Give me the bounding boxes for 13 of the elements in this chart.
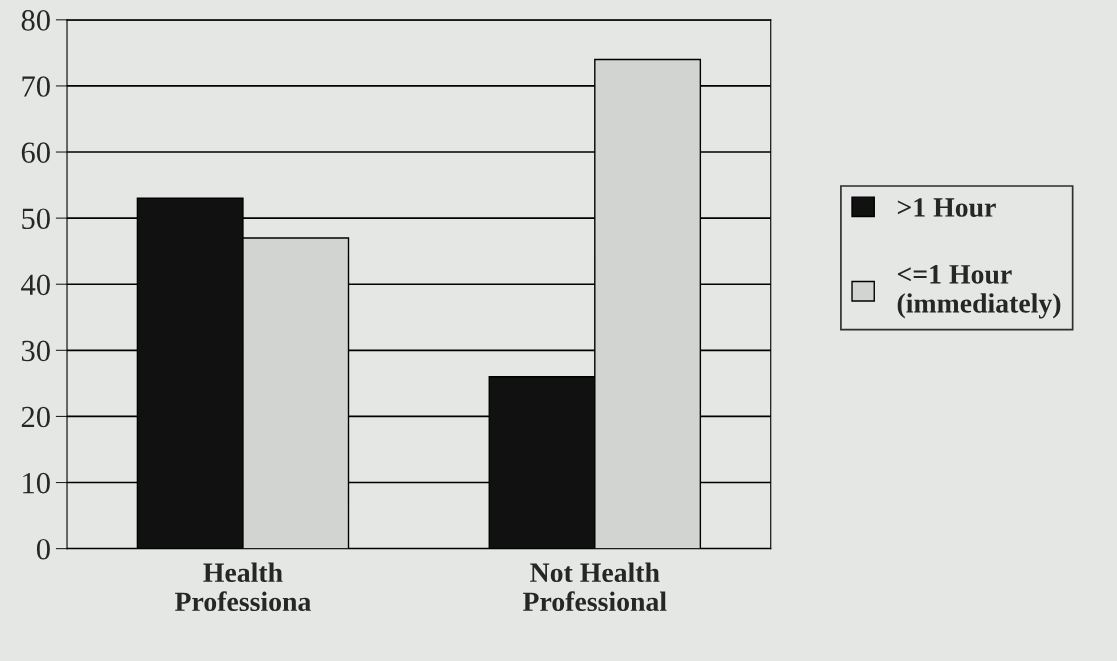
legend-label: <=1 Hour (immediately) xyxy=(897,265,1061,319)
legend-label: >1 Hour xyxy=(897,198,996,217)
y-tick-label: 10 xyxy=(23,472,50,494)
y-tick-label: 80 xyxy=(21,10,50,31)
y-tick-label: 50 xyxy=(22,208,50,230)
x-tick-label: Health Professiona xyxy=(175,562,311,612)
y-tick-label: 30 xyxy=(21,340,50,362)
y-tick-label: 70 xyxy=(22,76,50,97)
y-tick-label: 60 xyxy=(21,142,50,163)
y-tick-label: 0 xyxy=(36,538,50,560)
y-tick-label: 20 xyxy=(21,406,50,428)
y-tick-label: 40 xyxy=(21,274,50,296)
x-tick-label: Not Health Professional xyxy=(522,562,667,612)
